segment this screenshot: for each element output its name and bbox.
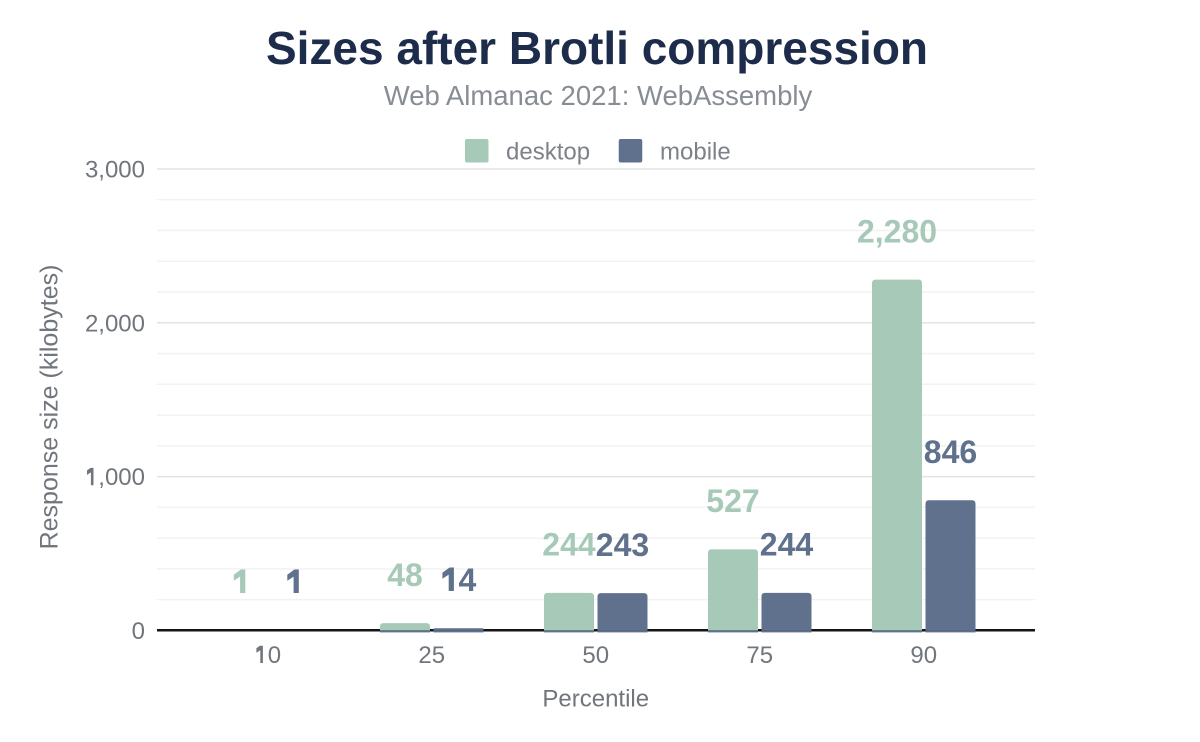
svg-text:244: 244 [760,527,814,563]
svg-text:Response size (kilobytes): Response size (kilobytes) [36,265,64,550]
svg-text:0: 0 [268,642,281,669]
svg-text:3,000: 3,000 [85,157,145,184]
svg-text:243: 243 [596,527,649,563]
svg-text:0: 0 [132,618,145,645]
svg-text:527: 527 [706,483,759,519]
svg-text:244: 244 [542,527,596,563]
svg-text:Web Almanac 2021: WebAssembly: Web Almanac 2021: WebAssembly [384,80,813,111]
svg-text:48: 48 [387,557,423,593]
svg-text:4: 4 [459,562,477,598]
svg-text:mobile: mobile [660,139,731,166]
svg-text:846: 846 [924,434,977,470]
svg-text:,000: ,000 [98,464,145,491]
svg-text:75: 75 [746,642,773,669]
svg-text:90: 90 [910,642,937,669]
svg-text:desktop: desktop [506,139,590,166]
svg-text:25: 25 [418,642,445,669]
svg-text:2,000: 2,000 [85,310,145,337]
svg-text:Sizes after Brotli compression: Sizes after Brotli compression [266,22,928,74]
svg-text:Percentile: Percentile [542,686,649,713]
svg-text:2,280: 2,280 [857,213,937,249]
svg-text:50: 50 [582,642,609,669]
